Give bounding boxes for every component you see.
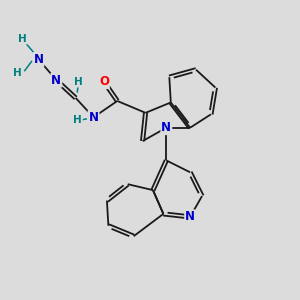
Text: H: H [18,34,27,44]
Text: H: H [14,68,22,78]
Text: O: O [99,75,109,88]
Text: H: H [73,115,82,125]
Text: H: H [74,76,83,87]
Text: N: N [185,210,195,224]
Text: N: N [34,53,44,66]
Text: N: N [88,111,98,124]
Text: N: N [51,74,62,87]
Text: N: N [161,121,171,134]
